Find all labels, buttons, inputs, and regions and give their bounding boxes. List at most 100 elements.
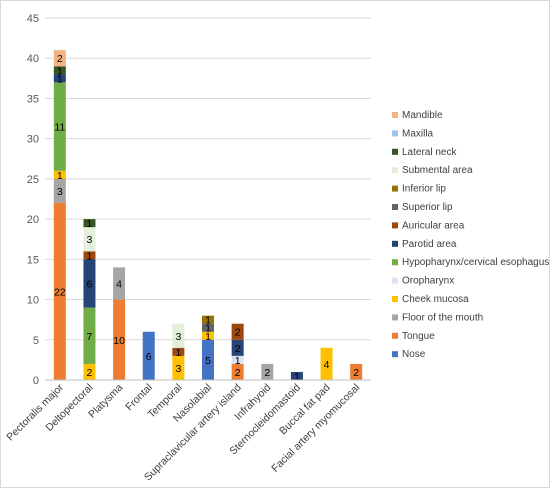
bar-supraclavicular-artery-island-parotid-area <box>231 339 244 356</box>
data-label-nasolabial-inferior-lip: 1 <box>205 315 211 327</box>
data-label-temporal-submental-area: 3 <box>175 331 181 343</box>
bar-platysma-floor-of-the-mouth <box>113 267 126 300</box>
data-label-deltopectoral-submental-area: 3 <box>87 234 93 246</box>
legend-label-hypopharynx-cervical-esophagus: Hypopharynx/cervical esophagus <box>402 257 549 268</box>
data-label-temporal-cheek-mucosa: 3 <box>175 363 181 375</box>
data-label-facial-artery-myomucosal-tongue: 2 <box>353 367 359 379</box>
legend-label-oropharynx: Oropharynx <box>402 276 454 287</box>
data-label-deltopectoral-lateral-neck: 1 <box>87 218 93 230</box>
bar-platysma-tongue <box>113 299 126 380</box>
data-label-pectoralis-major-floor-of-the-mouth: 3 <box>57 186 63 198</box>
bar-temporal-cheek-mucosa <box>172 355 185 380</box>
data-label-pectoralis-major-parotid-area: 1 <box>57 73 63 85</box>
data-label-nasolabial-cheek-mucosa: 1 <box>205 331 211 343</box>
legend-swatch-auricular-area <box>392 222 398 229</box>
bar-nasolabial-inferior-lip <box>202 315 214 324</box>
legend-label-floor-of-the-mouth: Floor of the mouth <box>402 312 483 323</box>
data-label-buccal-fat-pad-cheek-mucosa: 4 <box>324 359 330 371</box>
y-tick-label-5: 5 <box>33 335 39 347</box>
y-tick-label-35: 35 <box>27 93 39 105</box>
data-label-platysma-tongue: 10 <box>113 335 125 347</box>
data-label-pectoralis-major-cheek-mucosa: 1 <box>57 170 63 182</box>
data-label-pectoralis-major-tongue: 22 <box>54 287 66 299</box>
bar-frontal-nose <box>142 331 155 380</box>
y-tick-label-45: 45 <box>27 13 39 25</box>
bar-supraclavicular-artery-island-tongue <box>231 363 244 380</box>
legend-label-parotid-area: Parotid area <box>402 239 457 250</box>
data-label-platysma-floor-of-the-mouth: 4 <box>116 278 122 290</box>
data-label-supraclavicular-artery-island-tongue: 2 <box>235 367 241 379</box>
y-tick-label-40: 40 <box>27 53 39 65</box>
bar-supraclavicular-artery-island-oropharynx <box>231 355 244 364</box>
legend-swatch-cheek-mucosa <box>392 296 398 302</box>
y-tick-label-25: 25 <box>27 174 39 186</box>
legend-swatch-submental-area <box>392 167 398 174</box>
legend-label-mandible: Mandible <box>402 110 443 121</box>
y-tick-label-30: 30 <box>27 134 39 146</box>
data-label-temporal-auricular-area: 1 <box>175 347 181 359</box>
y-tick-label-20: 20 <box>27 214 39 226</box>
data-label-frontal-nose: 6 <box>146 351 152 363</box>
legend-label-lateral-neck: Lateral neck <box>402 147 457 158</box>
legend-swatch-hypopharynx-cervical-esophagus <box>392 259 398 266</box>
data-label-supraclavicular-artery-island-auricular-area: 2 <box>235 327 241 339</box>
legend-swatch-tongue <box>392 332 398 339</box>
legend-swatch-maxilla <box>392 130 398 137</box>
bar-temporal-submental-area <box>172 323 185 348</box>
bar-nasolabial-superior-lip <box>202 323 214 332</box>
bar-pectoralis-major-parotid-area <box>53 74 66 83</box>
data-label-pectoralis-major-mandible: 2 <box>57 53 63 65</box>
data-label-sternocleidomastoid-parotid-area: 1 <box>294 371 300 383</box>
data-label-nasolabial-superior-lip: 1 <box>205 323 211 335</box>
data-label-infrahyoid-floor-of-the-mouth: 2 <box>264 367 270 379</box>
legend-label-submental-area: Submental area <box>402 165 473 176</box>
data-label-deltopectoral-auricular-area: 1 <box>87 250 93 262</box>
legend-swatch-nose <box>392 351 398 358</box>
legend-swatch-parotid-area <box>392 240 398 247</box>
legend-label-tongue: Tongue <box>402 331 435 342</box>
bar-supraclavicular-artery-island-auricular-area <box>231 323 244 340</box>
y-tick-label-10: 10 <box>27 295 39 307</box>
legend-label-superior-lip: Superior lip <box>402 202 453 213</box>
data-label-deltopectoral-cheek-mucosa: 2 <box>87 367 93 379</box>
bar-infrahyoid-floor-of-the-mouth <box>261 363 274 380</box>
legend-label-nose: Nose <box>402 349 426 360</box>
legend-label-inferior-lip: Inferior lip <box>402 184 446 195</box>
y-gridlines <box>45 17 371 381</box>
data-label-deltopectoral-parotid-area: 6 <box>87 278 93 290</box>
legend-swatch-floor-of-the-mouth <box>392 314 398 321</box>
bar-pectoralis-major-mandible <box>53 50 66 67</box>
bar-deltopectoral-cheek-mucosa <box>83 363 96 380</box>
bar-sternocleidomastoid-parotid-area <box>290 371 303 380</box>
bar-temporal-auricular-area <box>172 347 185 356</box>
bar-buccal-fat-pad-cheek-mucosa <box>320 347 333 380</box>
data-label-supraclavicular-artery-island-oropharynx: 1 <box>235 355 241 367</box>
bar-nasolabial-nose <box>202 339 214 380</box>
legend-label-auricular-area: Auricular area <box>402 220 465 231</box>
legend-swatch-lateral-neck <box>392 148 398 155</box>
bar-facial-artery-myomucosal-tongue <box>350 363 363 380</box>
bar-pectoralis-major-hypopharynx-cervical-esophagus <box>53 82 66 171</box>
bar-pectoralis-major-floor-of-the-mouth <box>53 178 66 204</box>
bar-deltopectoral-lateral-neck <box>83 219 96 228</box>
bar-nasolabial-cheek-mucosa <box>202 331 214 340</box>
bar-deltopectoral-hypopharynx-cervical-esophagus <box>83 307 96 364</box>
y-tick-label-0: 0 <box>33 375 39 387</box>
legend-swatch-mandible <box>392 112 398 118</box>
legend-label-cheek-mucosa: Cheek mucosa <box>402 294 469 305</box>
bar-deltopectoral-parotid-area <box>83 259 96 308</box>
data-label-supraclavicular-artery-island-parotid-area: 2 <box>235 343 241 355</box>
bar-pectoralis-major-lateral-neck <box>53 66 66 75</box>
data-label-pectoralis-major-lateral-neck: 1 <box>57 65 63 77</box>
legend: Mandible Maxilla Lateral neck Submental are… <box>392 110 549 360</box>
legend-label-maxilla: Maxilla <box>402 128 434 139</box>
bar-deltopectoral-auricular-area <box>83 251 96 260</box>
y-tick-label-15: 15 <box>27 254 39 266</box>
data-label-deltopectoral-hypopharynx-cervical-esophagus: 7 <box>87 331 93 343</box>
legend-swatch-superior-lip <box>392 204 398 210</box>
data-label-nasolabial-nose: 5 <box>205 355 211 367</box>
data-label-pectoralis-major-hypopharynx-cervical-esophagus: 11 <box>54 122 65 134</box>
